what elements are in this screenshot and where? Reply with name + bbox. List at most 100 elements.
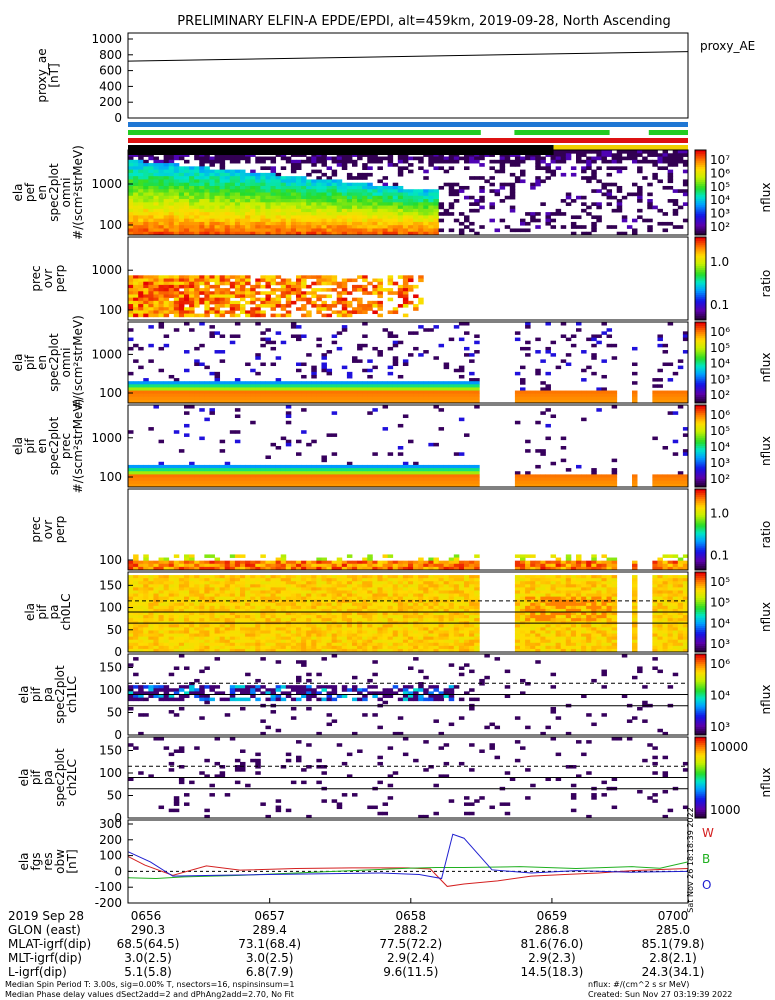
heatmap-cell [418, 566, 424, 571]
colorbar-segment [695, 525, 706, 528]
heatmap-cell [372, 159, 378, 164]
heatmap-cell [326, 560, 333, 565]
heatmap-cell [392, 199, 399, 203]
heatmap-cell [418, 353, 424, 357]
heatmap-cell [255, 291, 261, 295]
heatmap-cell [194, 593, 200, 598]
heatmap-cell [178, 294, 185, 299]
heatmap-cell [397, 374, 404, 379]
heatmap-cell [133, 163, 139, 167]
heatmap-cell [163, 278, 170, 283]
heatmap-cell [306, 464, 312, 469]
heatmap-cell [433, 202, 439, 206]
heatmap-cell [301, 387, 307, 391]
heatmap-cell [321, 477, 327, 482]
heatmap-cell [667, 199, 674, 203]
heatmap-cell [255, 560, 261, 565]
heatmap-cell [250, 189, 256, 193]
heatmap-cell [285, 480, 292, 485]
colorbar-segment [695, 230, 706, 234]
heatmap-cell [306, 297, 312, 302]
heatmap-cell [138, 390, 144, 395]
colorbar-segment [695, 366, 706, 370]
heatmap-cell [270, 176, 277, 180]
heatmap-cell [138, 468, 144, 472]
heatmap-cell [469, 471, 475, 475]
heatmap-cell [199, 596, 205, 601]
heatmap-cell [331, 169, 338, 174]
heatmap-cell [153, 566, 159, 571]
heatmap-cell [148, 587, 154, 591]
heatmap-cell [199, 225, 205, 229]
heatmap-cell [148, 221, 154, 226]
heatmap-cell [397, 215, 404, 220]
colorbar-segment [695, 783, 706, 787]
heatmap-cell [173, 384, 180, 388]
heatmap-cell [133, 169, 139, 174]
heatmap-cell [234, 231, 241, 236]
heatmap-cell [128, 584, 134, 588]
heatmap-cell [184, 153, 190, 157]
heatmap-cell [199, 408, 205, 412]
heatmap-cell [642, 150, 648, 154]
heatmap-cell [250, 228, 256, 233]
heatmap-cell [464, 480, 470, 485]
heatmap-cell [464, 322, 470, 326]
heatmap-cell [173, 313, 180, 318]
heatmap-cell [428, 153, 434, 157]
heatmap-cell [250, 231, 256, 236]
heatmap-cell [331, 212, 338, 216]
heatmap-cell [275, 381, 282, 385]
heatmap-cell [402, 297, 409, 302]
heatmap-cell [591, 334, 597, 338]
heatmap-cell [255, 464, 261, 469]
heatmap-cell [372, 468, 378, 472]
heatmap-cell [234, 228, 241, 233]
colorbar-segment [695, 309, 706, 313]
heatmap-cell [194, 605, 200, 610]
heatmap-cell [402, 393, 409, 398]
heatmap-cell [209, 310, 215, 315]
heatmap-cell [245, 199, 251, 203]
heatmap-cell [194, 313, 200, 318]
heatmap-cell [443, 399, 450, 404]
heatmap-cell [148, 291, 154, 295]
heatmap-cell [133, 584, 139, 588]
heatmap-cell [184, 278, 190, 283]
heatmap-cell [336, 205, 343, 210]
heatmap-cell [672, 212, 679, 216]
heatmap-cell [387, 195, 394, 200]
heatmap-cell [367, 554, 373, 558]
heatmap-cell [260, 384, 266, 388]
heatmap-cell [189, 636, 195, 641]
heatmap-cell [168, 596, 175, 601]
heatmap-cell [311, 215, 317, 220]
heatmap-cell [535, 179, 541, 184]
heatmap-cell [311, 202, 317, 206]
heatmap-cell [209, 189, 215, 193]
heatmap-cell [280, 288, 287, 292]
heatmap-cell [362, 182, 368, 187]
heatmap-cell [657, 337, 663, 342]
heatmap-cell [199, 563, 205, 568]
heatmap-cell [682, 474, 689, 478]
heatmap-cell [209, 228, 215, 233]
heatmap-cell [194, 627, 200, 631]
heatmap-cell [540, 477, 546, 482]
heatmap-cell [133, 176, 139, 180]
heatmap-cell [143, 480, 149, 485]
heatmap-cell [555, 390, 562, 395]
heatmap-cell [428, 212, 434, 216]
heatmap-cell [652, 163, 658, 167]
heatmap-cell [408, 212, 414, 216]
heatmap-cell [209, 159, 215, 164]
heatmap-cell [265, 189, 271, 193]
heatmap-cell [178, 384, 185, 388]
heatmap-cell [229, 212, 236, 216]
heatmap-cell [158, 291, 165, 295]
heatmap-cell [189, 596, 195, 601]
heatmap-cell [163, 381, 170, 385]
heatmap-cell [306, 291, 312, 295]
heatmap-cell [219, 278, 226, 283]
heatmap-cell [311, 225, 317, 229]
